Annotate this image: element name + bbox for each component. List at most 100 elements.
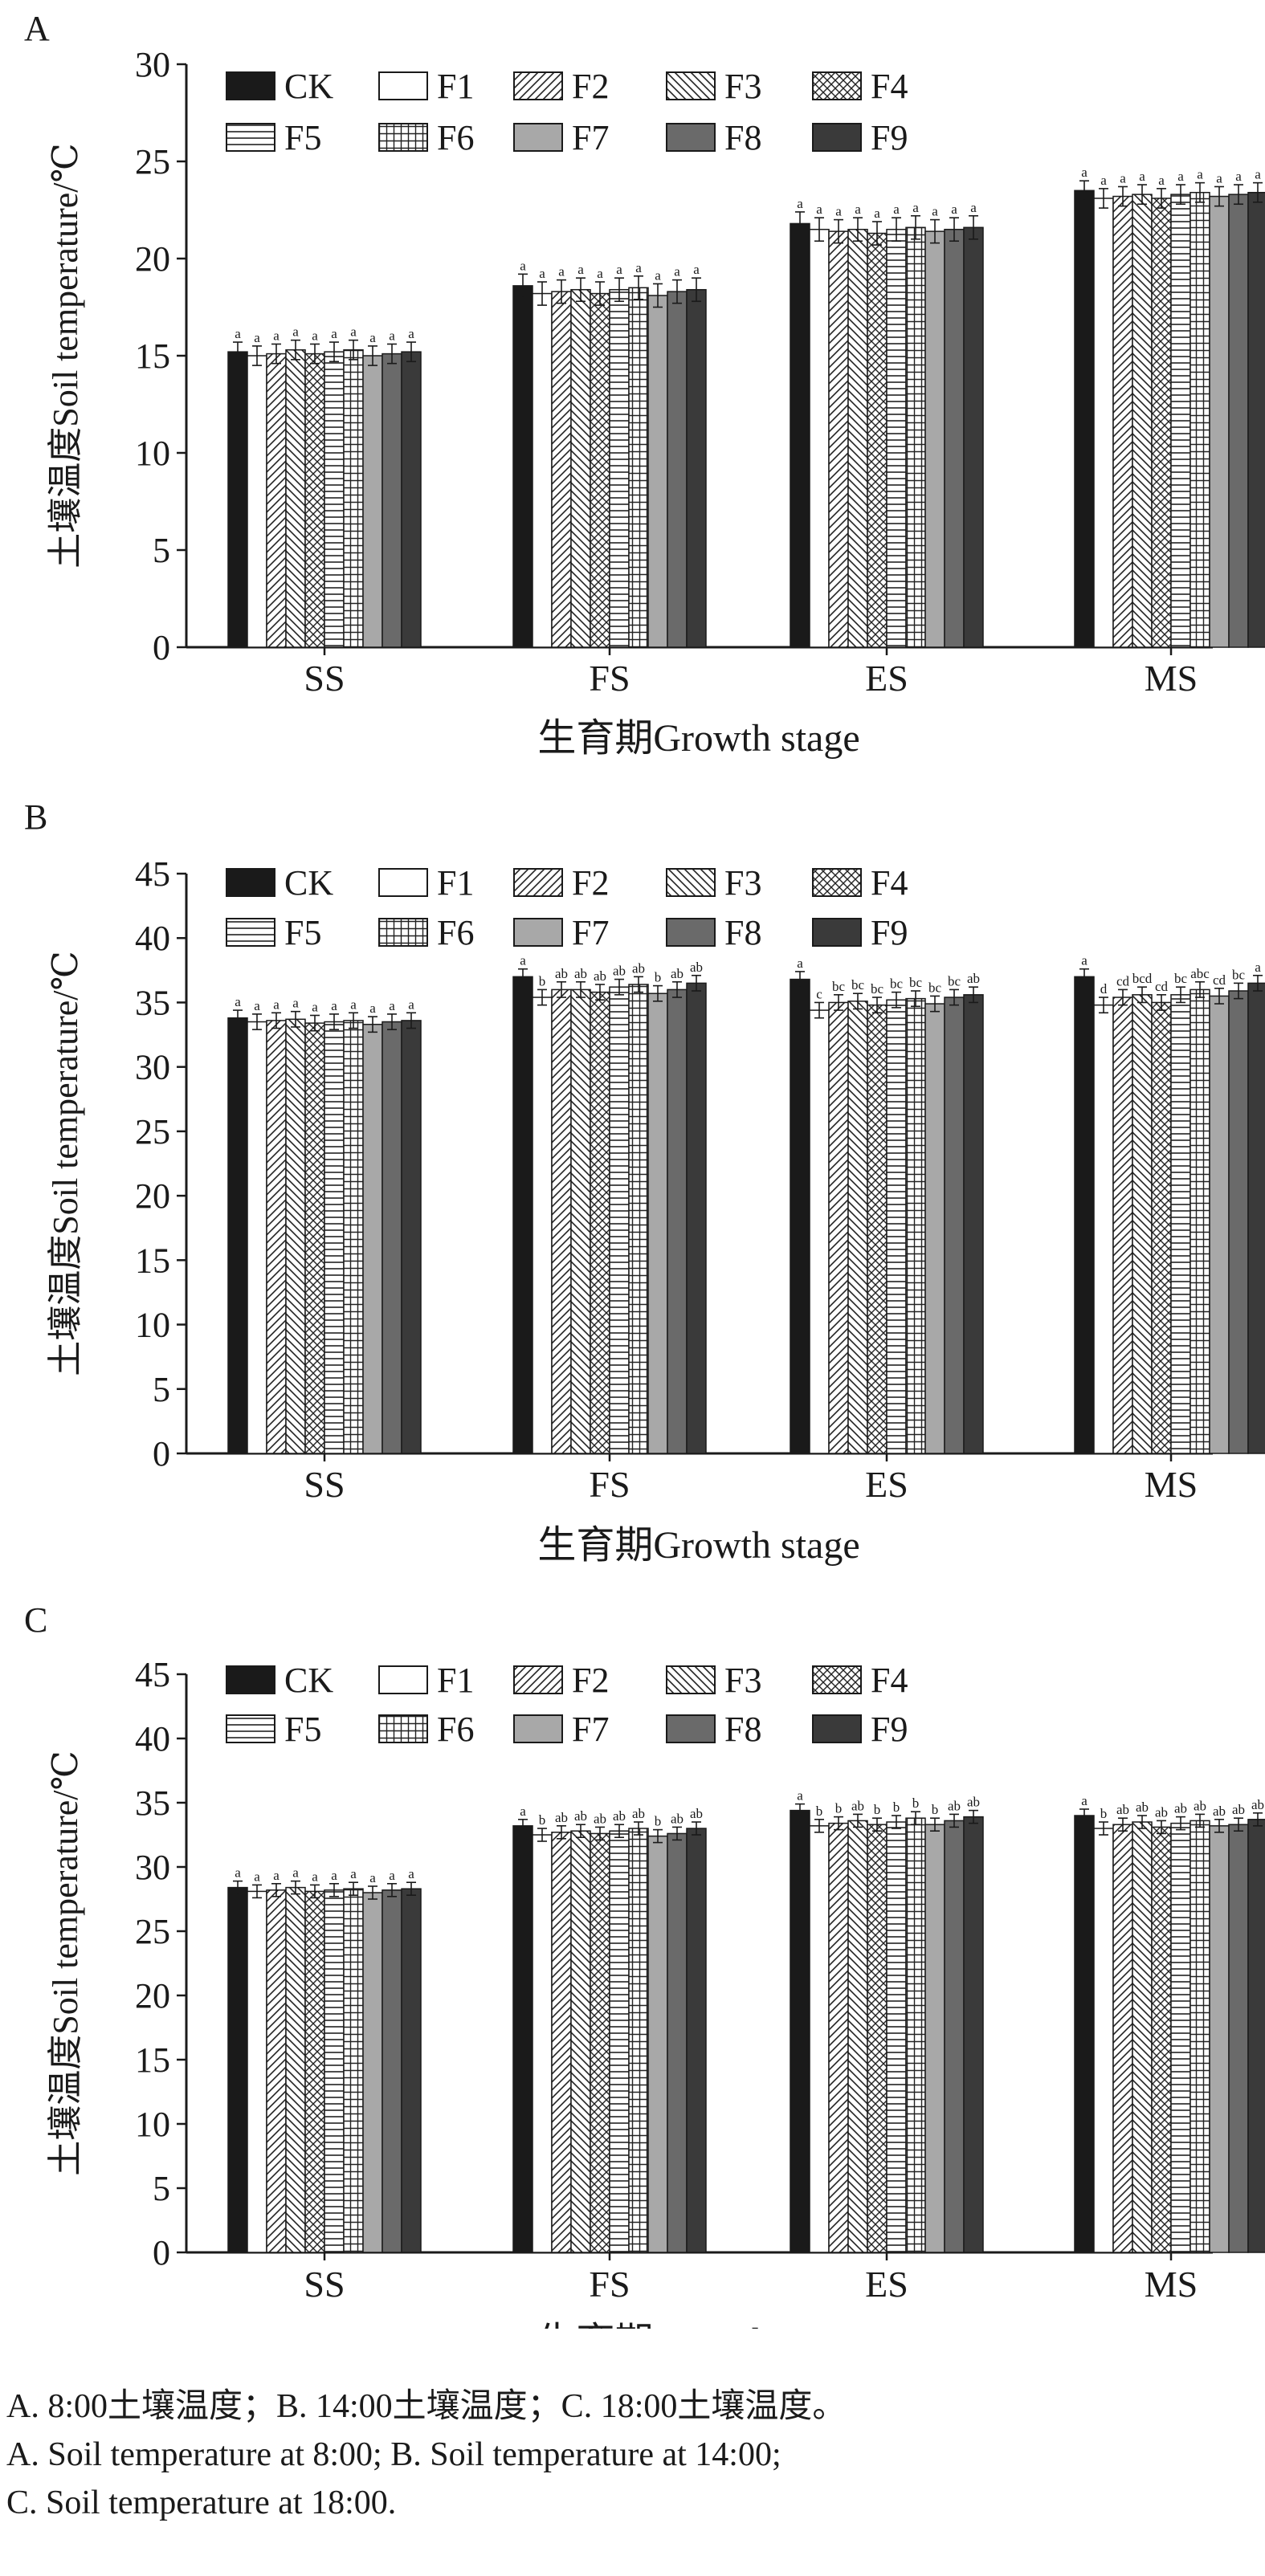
bar-f9	[963, 226, 984, 648]
y-axis-title: 土壤温度Soil temperature/℃	[46, 1751, 85, 2175]
significance-label: a	[389, 328, 395, 343]
significance-label: a	[312, 328, 318, 343]
significance-label: a	[254, 330, 260, 345]
bar-f6	[905, 1817, 926, 2253]
chart-panel-c: C 0 5 10 15 20 25 30 35 40 45 土壤温度Soil temperature/…	[24, 1600, 1265, 2329]
y-tick-label: 5	[153, 531, 170, 570]
bar-f8	[944, 997, 965, 1454]
y-tick-label: 35	[135, 983, 170, 1022]
bar-f1	[532, 1834, 553, 2253]
legend-label: F5	[284, 118, 321, 157]
significance-label: a	[655, 267, 661, 283]
bar-f7	[1209, 1825, 1230, 2253]
bar-f3	[1132, 1821, 1153, 2253]
bar-f7	[362, 1023, 383, 1454]
legend-swatch-f3	[666, 1665, 716, 1694]
legend-label: F4	[871, 863, 908, 903]
significance-label: ab	[690, 960, 703, 975]
bar-f6	[343, 348, 364, 648]
significance-label: a	[331, 1868, 337, 1883]
legend-swatch-f8	[666, 918, 716, 947]
significance-label: a	[1081, 1793, 1087, 1808]
y-tick-label: 45	[135, 1655, 170, 1694]
x-tick-label: MS	[1145, 658, 1198, 699]
legend-swatch-ck	[226, 1665, 275, 1694]
bar-f9	[401, 1888, 422, 2253]
significance-label: ab	[613, 1808, 626, 1824]
y-tick-label: 25	[135, 142, 170, 181]
bar-f2	[551, 1832, 572, 2253]
significance-label: ab	[967, 971, 980, 986]
significance-label: a	[312, 1869, 318, 1884]
bar-f7	[647, 1835, 668, 2253]
y-tick-label: 30	[135, 1848, 170, 1887]
significance-label: a	[389, 1868, 395, 1883]
legend-swatch-f6	[378, 123, 428, 152]
legend-swatch-f6	[378, 1714, 428, 1743]
significance-label: a	[369, 1870, 376, 1885]
significance-label: a	[970, 200, 977, 215]
significance-label: ab	[613, 964, 626, 979]
significance-label: a	[350, 324, 357, 340]
bar-ck	[790, 978, 810, 1454]
bar-f2	[828, 1822, 849, 2253]
bar-f9	[963, 1816, 984, 2253]
significance-label: bc	[890, 976, 904, 992]
legend-swatch-f7	[513, 123, 563, 152]
panel-label: A	[24, 9, 50, 48]
significance-label: ab	[1174, 1801, 1187, 1816]
bar-f1	[247, 1890, 267, 2253]
y-tick-label: 20	[135, 1976, 170, 2016]
significance-label: a	[389, 998, 395, 1013]
legend-label: F1	[437, 863, 474, 903]
legend-swatch-f3	[666, 71, 716, 100]
legend-label: F5	[284, 1710, 321, 1749]
significance-label: a	[273, 1868, 280, 1883]
significance-label: a	[254, 1869, 260, 1884]
bar-f4	[1151, 1826, 1172, 2253]
significance-label: a	[1235, 169, 1242, 184]
bar-f2	[551, 291, 572, 648]
panel-label: C	[24, 1600, 47, 1640]
y-tick-label: 10	[135, 1306, 170, 1345]
legend-label: F9	[871, 913, 908, 952]
bar-ck	[790, 1809, 810, 2253]
bar-f8	[382, 1021, 402, 1454]
significance-label: ab	[967, 1795, 980, 1810]
y-tick-label: 0	[153, 1434, 170, 1473]
bar-f5	[886, 228, 907, 648]
y-tick-label: 40	[135, 1719, 170, 1759]
x-tick-label: SS	[304, 2264, 345, 2305]
bar-f7	[924, 230, 945, 648]
bar-f3	[285, 1886, 306, 2253]
significance-label: a	[577, 262, 584, 277]
bar-f8	[944, 1820, 965, 2253]
significance-label: a	[835, 204, 842, 219]
significance-label: b	[655, 1814, 662, 1829]
significance-label: a	[893, 202, 900, 217]
significance-label: a	[273, 997, 280, 1012]
bar-f7	[647, 992, 668, 1454]
significance-label: a	[408, 1866, 414, 1881]
bar-f7	[647, 295, 668, 648]
significance-label: a	[1216, 170, 1222, 185]
significance-label: a	[292, 324, 299, 340]
y-tick-label: 0	[153, 628, 170, 667]
legend-label: F7	[572, 118, 609, 157]
bar-f7	[1209, 195, 1230, 648]
bar-ck	[1074, 1815, 1095, 2253]
legend-label: F1	[437, 1661, 474, 1700]
significance-label: a	[816, 202, 822, 217]
significance-label: a	[235, 326, 241, 341]
bar-f3	[570, 988, 591, 1454]
bar-f9	[401, 1020, 422, 1454]
significance-label: b	[1100, 1806, 1108, 1821]
significance-label: bc	[948, 973, 961, 988]
bar-ck	[512, 1825, 533, 2253]
significance-label: a	[369, 1001, 376, 1016]
bar-f1	[1093, 198, 1114, 648]
significance-label: ab	[690, 1806, 703, 1821]
significance-label: a	[855, 202, 861, 217]
bar-f2	[828, 230, 849, 648]
significance-label: ab	[851, 1798, 864, 1813]
